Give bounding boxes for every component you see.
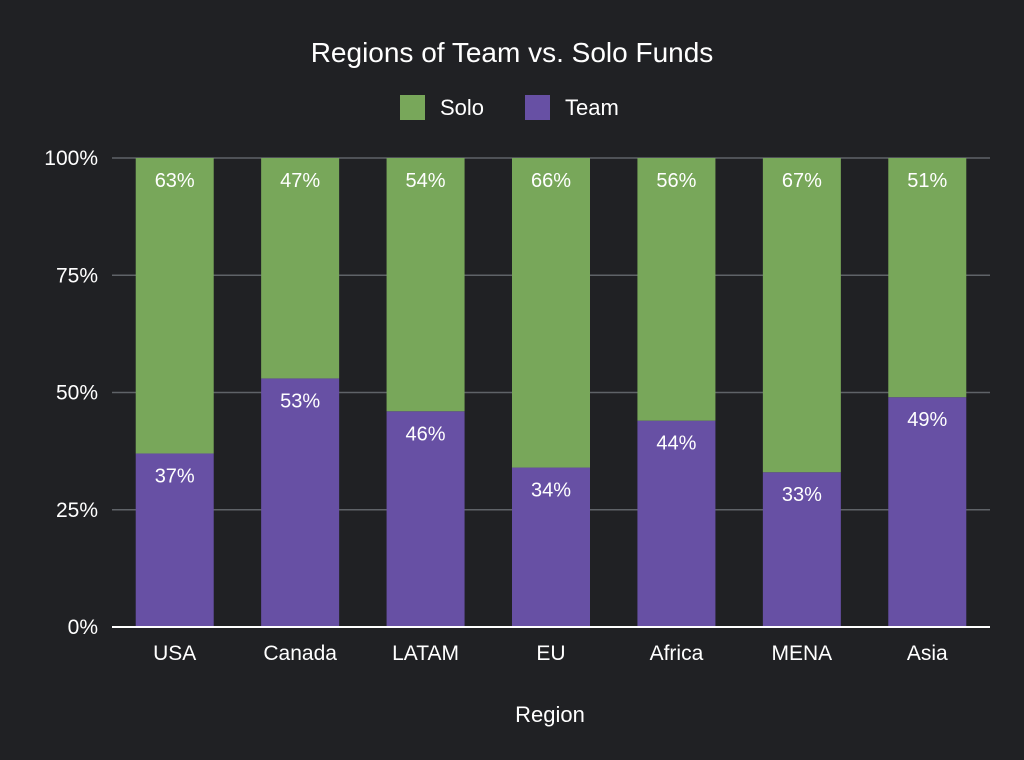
- data-label-solo-eu: 66%: [531, 170, 571, 192]
- data-label-solo-latam: 54%: [406, 170, 446, 192]
- data-label-team-usa: 37%: [155, 465, 195, 487]
- bar-solo-africa: [637, 158, 716, 421]
- data-label-team-canada: 53%: [280, 390, 320, 412]
- bar-solo-usa: [135, 158, 214, 454]
- data-label-team-latam: 46%: [406, 423, 446, 445]
- legend-swatch-team: [525, 95, 550, 120]
- x-axis-ticks: USA Canada LATAM EU Africa MENA Asia: [153, 642, 948, 665]
- bar-team-africa: [637, 420, 716, 627]
- x-axis-label: Region: [515, 702, 585, 727]
- chart-title: Regions of Team vs. Solo Funds: [311, 37, 714, 68]
- data-label-solo-mena: 67%: [782, 170, 822, 192]
- bar-solo-canada: [261, 158, 340, 379]
- x-tick-label-latam: LATAM: [392, 642, 459, 665]
- data-label-solo-asia: 51%: [907, 170, 947, 192]
- bars: [135, 158, 967, 627]
- data-label-team-eu: 34%: [531, 480, 571, 502]
- data-label-solo-usa: 63%: [155, 170, 195, 192]
- bar-team-asia: [888, 397, 967, 627]
- legend-label-team: Team: [565, 95, 619, 120]
- data-label-solo-canada: 47%: [280, 170, 320, 192]
- bar-team-canada: [261, 378, 340, 627]
- legend-label-solo: Solo: [440, 95, 484, 120]
- y-axis-ticks: 0% 25% 50% 75% 100%: [44, 147, 98, 639]
- y-tick-label: 25%: [56, 499, 98, 522]
- bar-team-usa: [135, 453, 214, 627]
- bar-team-eu: [512, 467, 590, 627]
- data-label-team-africa: 44%: [656, 433, 696, 455]
- x-tick-label-eu: EU: [536, 642, 565, 665]
- bar-solo-mena: [762, 158, 841, 473]
- legend-swatch-solo: [400, 95, 425, 120]
- bar-solo-asia: [888, 158, 967, 398]
- chart-legend: Solo Team: [400, 95, 619, 120]
- y-tick-label: 0%: [68, 616, 98, 639]
- y-tick-label: 75%: [56, 264, 98, 287]
- data-label-team-asia: 49%: [907, 409, 947, 431]
- x-tick-label-africa: Africa: [650, 642, 704, 665]
- x-tick-label-mena: MENA: [772, 642, 833, 665]
- y-tick-label: 100%: [44, 147, 98, 170]
- x-tick-label-usa: USA: [153, 642, 196, 665]
- bar-team-latam: [386, 411, 465, 627]
- x-tick-label-asia: Asia: [907, 642, 948, 665]
- data-label-team-mena: 33%: [782, 484, 822, 506]
- data-labels: 37% 63% 53% 47% 46% 54% 34% 66% 44% 56% 33% 67% 49% 5…: [155, 170, 948, 506]
- bar-solo-eu: [512, 158, 590, 468]
- data-label-solo-africa: 56%: [656, 170, 696, 192]
- bar-solo-latam: [386, 158, 465, 412]
- y-tick-label: 50%: [56, 382, 98, 405]
- x-tick-label-canada: Canada: [263, 642, 337, 665]
- bar-team-mena: [762, 472, 841, 627]
